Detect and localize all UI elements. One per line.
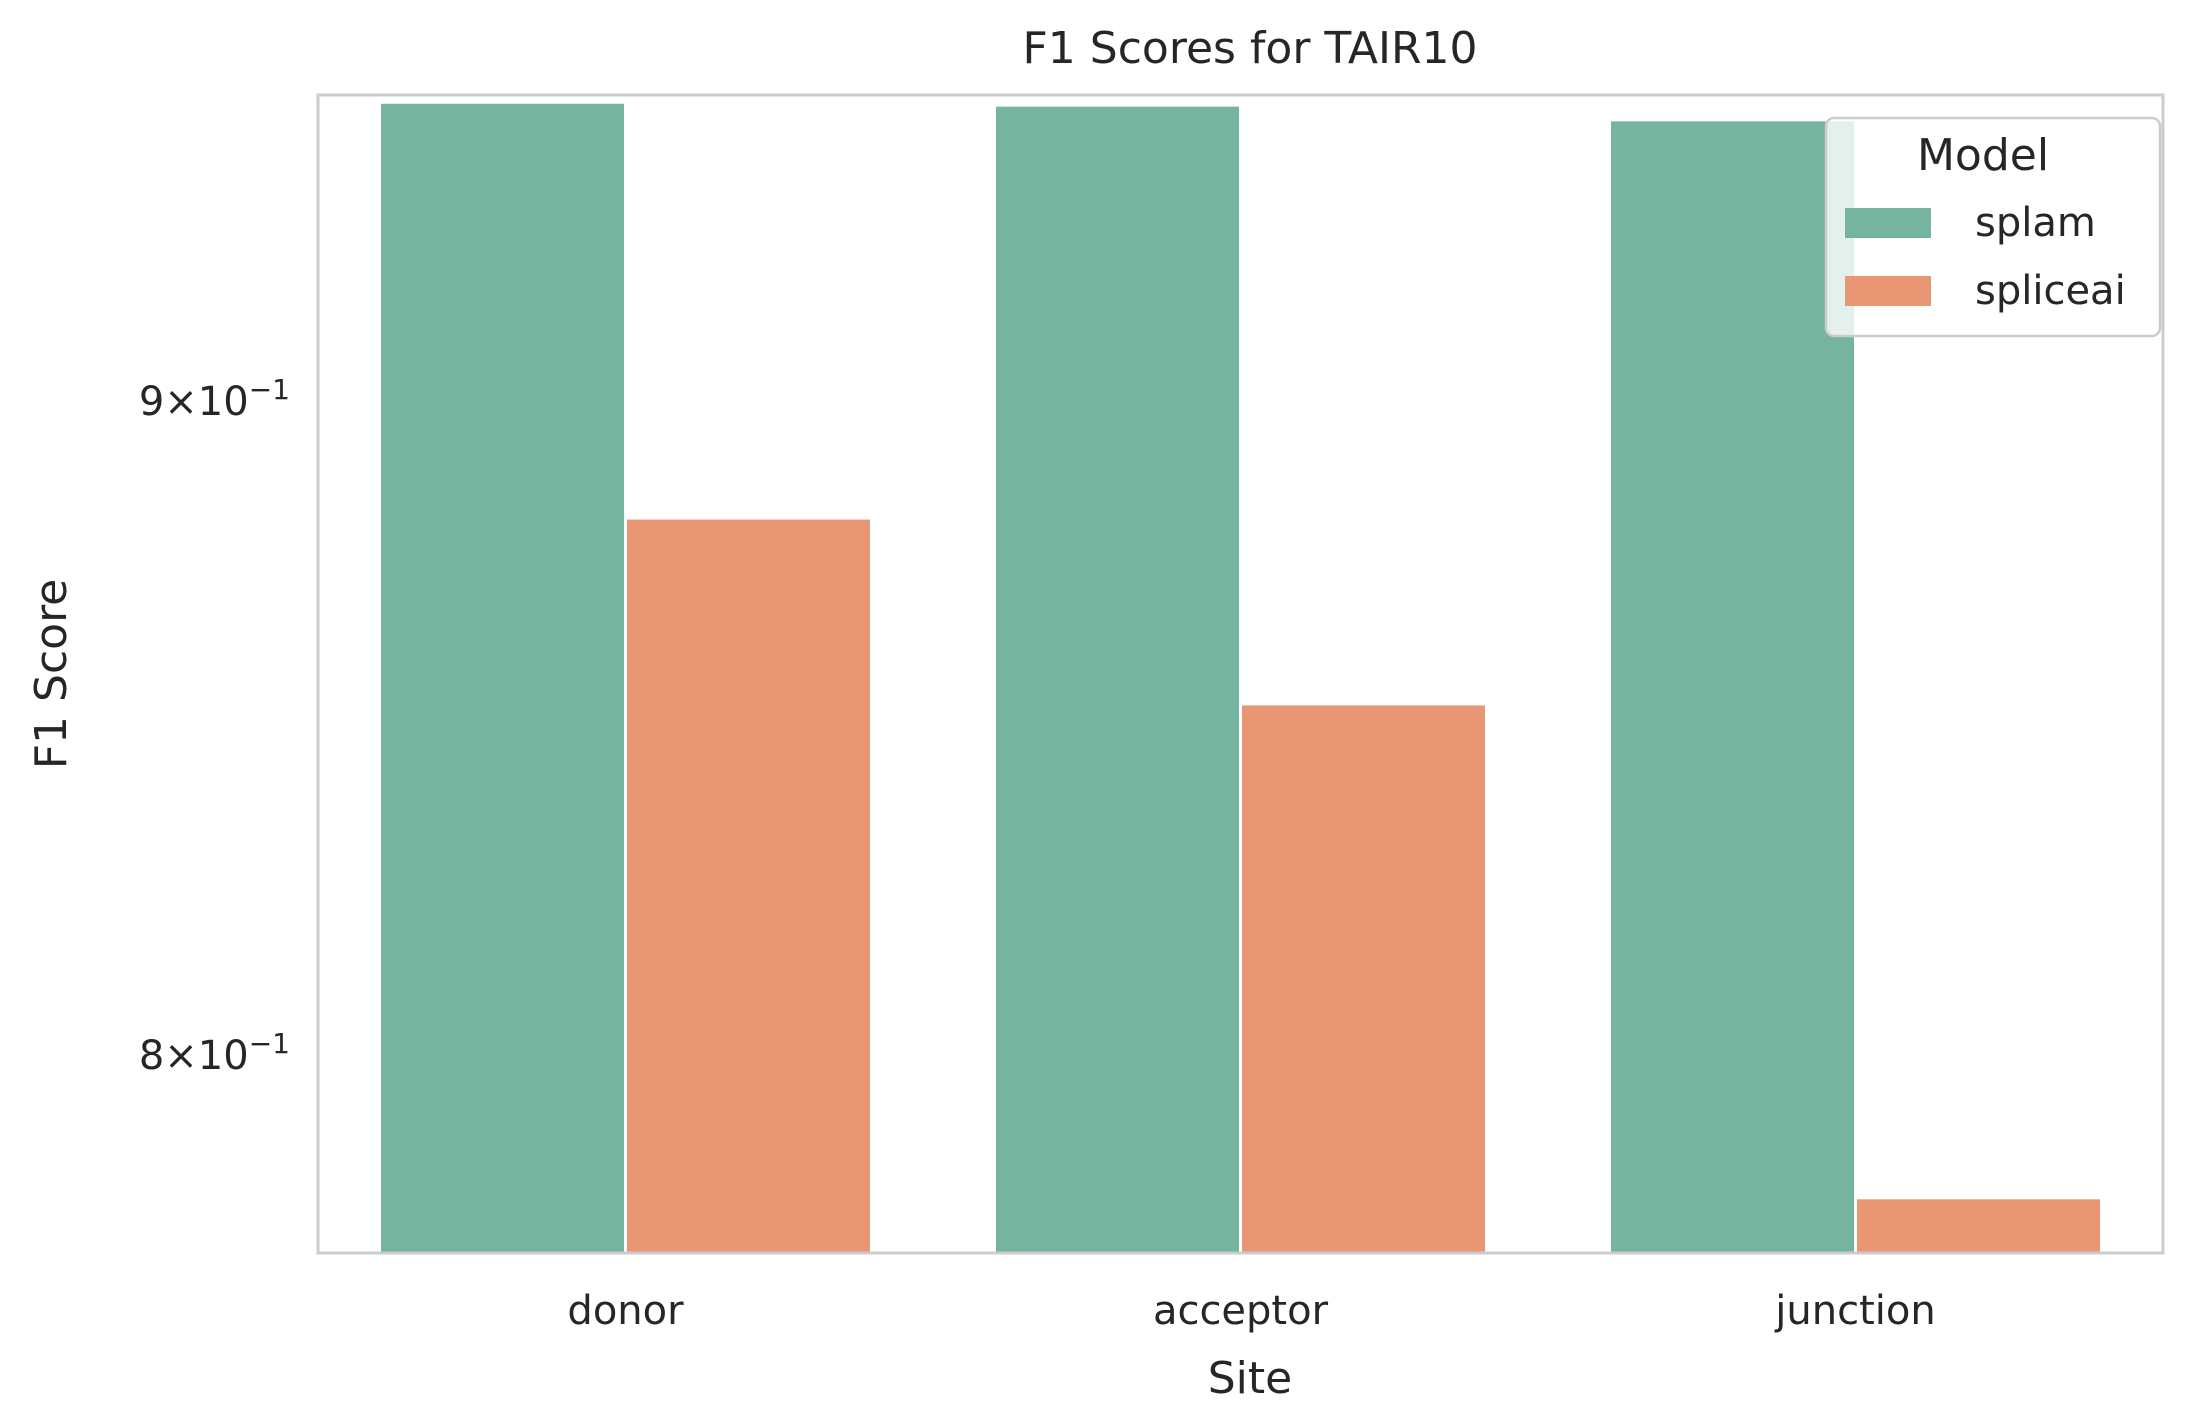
x-tick-label-acceptor: acceptor <box>1153 1288 1329 1334</box>
y-ticks: 9×10−1 8×10−1 <box>139 373 290 1079</box>
legend-label-spliceai: spliceai <box>1975 268 2126 314</box>
bar-spliceai-junction <box>1857 1199 2100 1253</box>
legend-swatch-splam <box>1845 208 1931 238</box>
bar-spliceai-donor <box>627 519 870 1253</box>
bars <box>381 103 2100 1253</box>
y-tick-label-1: 8×10−1 <box>139 1027 290 1079</box>
x-axis-label: Site <box>1208 1353 1292 1404</box>
y-tick-label-0: 9×10−1 <box>139 373 290 425</box>
bar-splam-junction <box>1611 121 1854 1253</box>
x-ticks: donor acceptor junction <box>567 1288 1935 1334</box>
legend: Model splam spliceai <box>1824 116 2162 338</box>
x-tick-label-donor: donor <box>567 1288 684 1334</box>
bar-splam-donor <box>381 103 624 1253</box>
bar-spliceai-acceptor <box>1242 705 1485 1253</box>
x-tick-label-junction: junction <box>1774 1288 1935 1334</box>
chart-title: F1 Scores for TAIR10 <box>1022 23 1477 74</box>
legend-title: Model <box>1917 130 2049 181</box>
y-axis-label: F1 Score <box>26 579 77 770</box>
legend-swatch-spliceai <box>1845 276 1931 306</box>
legend-label-splam: splam <box>1975 200 2096 246</box>
plot-frame <box>316 93 2165 1255</box>
bar-splam-acceptor <box>996 106 1239 1253</box>
legend-entries: splam spliceai <box>1845 200 2126 314</box>
